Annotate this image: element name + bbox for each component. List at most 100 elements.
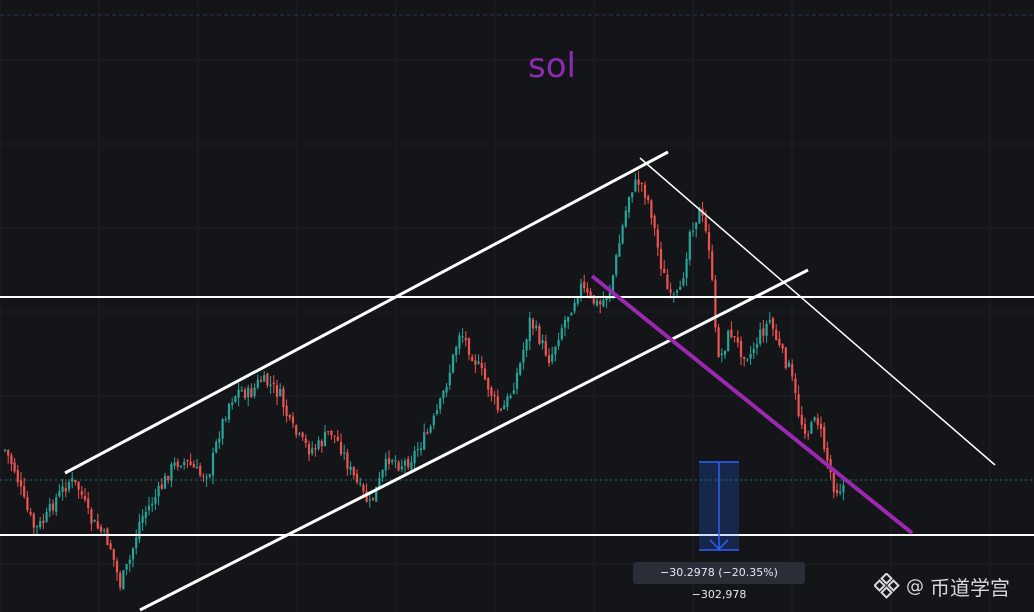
candle-body bbox=[173, 462, 176, 466]
candle-body bbox=[419, 448, 423, 451]
candle-body bbox=[13, 462, 16, 472]
candle-body bbox=[736, 337, 739, 343]
candle-body bbox=[762, 328, 765, 336]
candle-body bbox=[839, 491, 842, 494]
candle-body bbox=[813, 417, 816, 421]
candle-body bbox=[627, 197, 631, 213]
candle-body bbox=[835, 489, 839, 494]
candle-body bbox=[317, 440, 320, 449]
candle-body bbox=[435, 410, 439, 414]
candle-body bbox=[192, 463, 195, 468]
candle-body bbox=[19, 480, 23, 487]
candle-body bbox=[23, 486, 26, 497]
candle-body bbox=[669, 289, 672, 293]
candle-body bbox=[90, 509, 93, 524]
candle-body bbox=[125, 564, 128, 570]
channel-lower-line bbox=[139, 268, 809, 612]
candle-body bbox=[131, 548, 135, 560]
candle-body bbox=[695, 222, 698, 229]
candle-body bbox=[368, 499, 371, 501]
candle-body bbox=[659, 249, 663, 269]
candle-body bbox=[675, 290, 679, 293]
candle-body bbox=[407, 458, 410, 468]
candle-body bbox=[458, 335, 461, 349]
candle-body bbox=[650, 200, 653, 219]
candle-body bbox=[291, 416, 295, 424]
candle-body bbox=[323, 431, 327, 446]
candle-body bbox=[397, 462, 400, 471]
candle-body bbox=[304, 438, 307, 444]
candle-body bbox=[791, 364, 794, 377]
candle-body bbox=[112, 548, 115, 560]
candle-body bbox=[355, 473, 359, 483]
candle-body bbox=[352, 467, 355, 476]
candle-body bbox=[621, 225, 624, 244]
candle-body bbox=[688, 231, 691, 261]
candle-body bbox=[391, 460, 394, 462]
candle-body bbox=[243, 389, 247, 398]
candle-body bbox=[269, 384, 272, 387]
candle-body bbox=[400, 466, 403, 470]
channel-upper-line bbox=[64, 150, 669, 475]
binance-square-logo-icon bbox=[874, 573, 900, 599]
candle-body bbox=[522, 349, 525, 363]
candle-body bbox=[746, 359, 749, 361]
candle-body bbox=[477, 361, 480, 364]
candle-body bbox=[461, 336, 464, 338]
candle-body bbox=[794, 378, 797, 393]
candle-body bbox=[765, 323, 768, 336]
measure-label: −30.2978 (−20.35%) −302,978 bbox=[633, 562, 805, 601]
candle-body bbox=[579, 283, 583, 298]
candle-body bbox=[211, 452, 215, 476]
candle-body bbox=[343, 452, 346, 454]
candle-body bbox=[186, 460, 189, 462]
candle-body bbox=[800, 414, 803, 425]
candle-body bbox=[410, 462, 413, 470]
candle-body bbox=[496, 396, 499, 411]
candle-body bbox=[525, 339, 528, 351]
candle-body bbox=[611, 275, 615, 292]
candle-body bbox=[147, 505, 151, 511]
candle-body bbox=[503, 405, 506, 410]
candle-body bbox=[259, 380, 263, 382]
candle-body bbox=[595, 300, 599, 306]
candle-body bbox=[816, 418, 819, 425]
candle-body bbox=[58, 490, 61, 497]
candle-body bbox=[672, 293, 675, 295]
candle-body bbox=[631, 192, 634, 198]
candle-body bbox=[474, 360, 477, 365]
candle-body bbox=[221, 419, 224, 439]
candle-body bbox=[586, 288, 589, 293]
candle-body bbox=[51, 503, 55, 511]
candle-body bbox=[320, 441, 323, 447]
candle-body bbox=[608, 292, 611, 299]
candle-body bbox=[314, 448, 317, 450]
candle-body bbox=[83, 496, 87, 500]
candle-body bbox=[823, 426, 826, 450]
candle-body bbox=[381, 470, 384, 478]
candle-body bbox=[787, 362, 791, 367]
candle-body bbox=[387, 458, 391, 464]
chart-title: sol bbox=[528, 46, 576, 86]
watermark-at: @ bbox=[906, 575, 924, 597]
candle-body bbox=[359, 483, 362, 485]
candle-body bbox=[35, 525, 39, 527]
candle-body bbox=[298, 433, 301, 435]
candle-body bbox=[141, 516, 144, 523]
candle-body bbox=[362, 485, 365, 492]
candle-body bbox=[509, 395, 512, 398]
candle-body bbox=[682, 278, 685, 285]
candle-body bbox=[691, 230, 695, 232]
candle-body bbox=[733, 336, 736, 338]
candle-body bbox=[371, 497, 375, 500]
candle-body bbox=[557, 340, 560, 347]
candle-body bbox=[752, 349, 755, 353]
candle-body bbox=[394, 460, 397, 462]
candle-body bbox=[618, 243, 621, 257]
candle-body bbox=[250, 388, 253, 398]
candle-body bbox=[42, 520, 45, 523]
candle-body bbox=[720, 353, 723, 356]
candle-body bbox=[803, 424, 807, 434]
